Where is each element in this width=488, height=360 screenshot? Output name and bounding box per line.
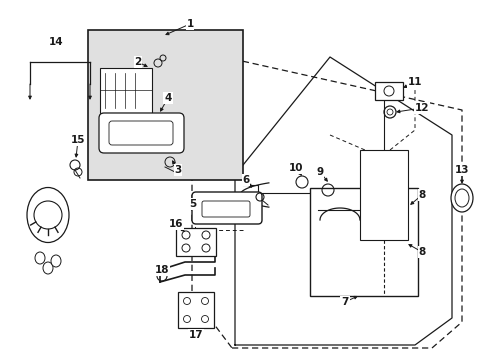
FancyBboxPatch shape (109, 121, 173, 145)
Ellipse shape (454, 189, 468, 207)
Bar (176, 228, 216, 256)
Text: 11: 11 (407, 77, 421, 87)
Text: 2: 2 (134, 57, 142, 67)
Bar (88, 30, 243, 180)
Text: 8: 8 (418, 190, 425, 200)
Text: 15: 15 (71, 135, 85, 145)
Text: 12: 12 (414, 103, 428, 113)
Bar (309, 188, 417, 296)
Bar (178, 292, 214, 328)
Text: 8: 8 (418, 247, 425, 257)
Text: 16: 16 (168, 219, 183, 229)
Text: 5: 5 (189, 199, 196, 209)
Bar (359, 150, 407, 240)
Text: 9: 9 (316, 167, 323, 177)
FancyBboxPatch shape (99, 113, 183, 153)
FancyBboxPatch shape (202, 201, 249, 217)
Bar (374, 82, 402, 100)
Bar (100, 68, 152, 113)
Ellipse shape (43, 262, 53, 274)
Text: 17: 17 (188, 330, 203, 340)
Text: 7: 7 (341, 297, 348, 307)
Text: 13: 13 (454, 165, 468, 175)
Text: 6: 6 (242, 175, 249, 185)
Text: 3: 3 (174, 165, 181, 175)
Text: 4: 4 (164, 93, 171, 103)
FancyBboxPatch shape (192, 192, 262, 224)
Text: 1: 1 (186, 19, 193, 29)
Ellipse shape (27, 188, 69, 243)
Ellipse shape (450, 184, 472, 212)
Text: 10: 10 (288, 163, 303, 173)
Text: 18: 18 (154, 265, 169, 275)
Ellipse shape (51, 255, 61, 267)
Text: 14: 14 (49, 37, 63, 47)
Ellipse shape (35, 252, 45, 264)
